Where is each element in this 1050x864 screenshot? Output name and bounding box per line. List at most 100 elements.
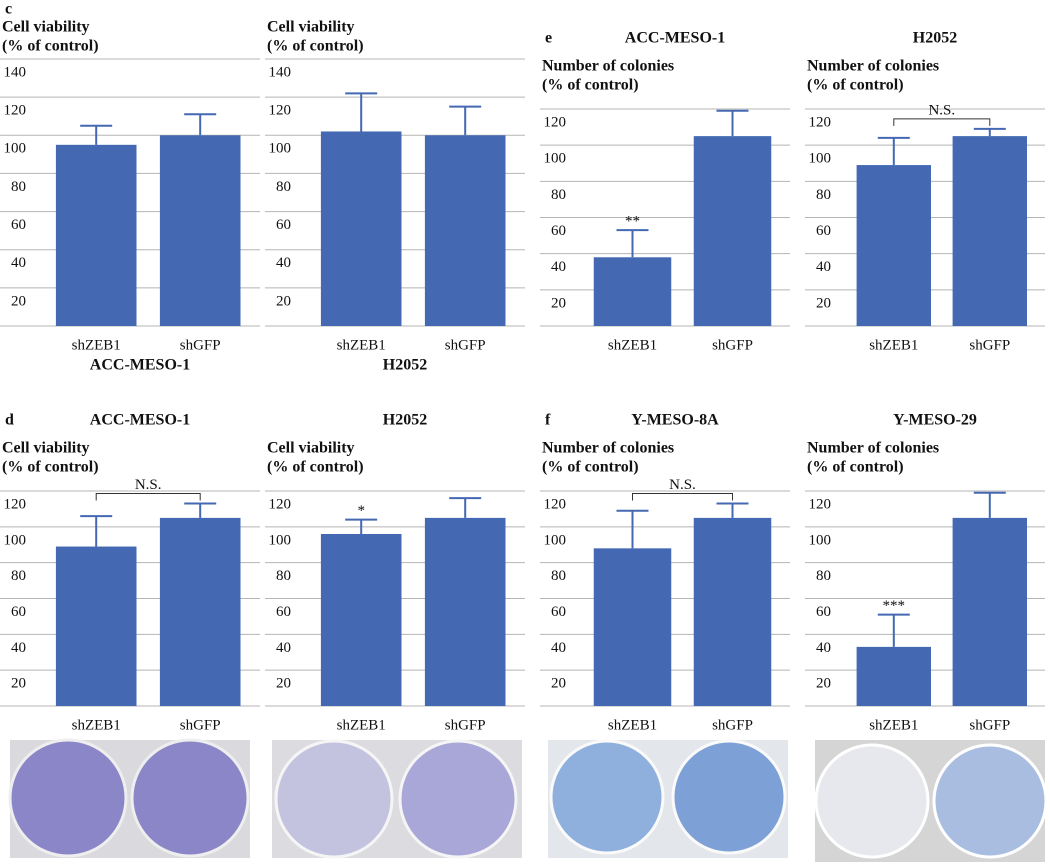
- x-tick-label: shZEB1: [72, 717, 121, 733]
- bar: [424, 135, 506, 326]
- bar: [593, 257, 672, 326]
- y-tick-label: 100: [4, 141, 27, 157]
- y-tick-label: 60: [276, 217, 291, 233]
- y-tick-label: 140: [4, 64, 27, 80]
- error-bar: [449, 497, 482, 518]
- y-tick-label: 100: [544, 151, 567, 167]
- error-bar: [877, 613, 910, 647]
- chart-title: H2052: [383, 412, 427, 429]
- bar: [320, 534, 402, 706]
- significance-bracket: [893, 118, 991, 126]
- annotation: *: [357, 503, 365, 519]
- error-bar: [716, 502, 749, 518]
- y-tick-label: 100: [269, 532, 292, 548]
- y-tick-label: 140: [269, 64, 292, 80]
- bar: [424, 517, 506, 706]
- bar: [159, 135, 241, 326]
- x-tick-label: shZEB1: [869, 717, 918, 733]
- x-tick-label: shZEB1: [337, 337, 386, 353]
- y-tick-label: 40: [276, 255, 291, 271]
- y-tick-label: 20: [276, 676, 291, 692]
- y-tick-label: 120: [809, 114, 832, 130]
- x-tick-label: shGFP: [712, 717, 753, 733]
- chart-title: ACC-MESO-1: [625, 30, 725, 47]
- annotation: **: [625, 214, 640, 230]
- bar: [693, 517, 772, 706]
- y-tick-label: 120: [544, 114, 567, 130]
- y-tick-label: 80: [276, 179, 291, 195]
- y-tick-label: 40: [11, 640, 26, 656]
- x-tick-label: shGFP: [969, 717, 1010, 733]
- x-tick-label: shGFP: [180, 717, 221, 733]
- chart-title: H2052: [913, 30, 957, 47]
- annotation: ***: [883, 598, 906, 614]
- y-tick-label: 100: [4, 532, 27, 548]
- x-tick-label: shGFP: [969, 337, 1010, 353]
- y-axis-label: (% of control): [807, 77, 904, 94]
- annotation: N.S.: [135, 477, 162, 493]
- y-axis-label: Cell viability: [2, 440, 90, 457]
- y-tick-label: 100: [809, 151, 832, 167]
- chart-title: H2052: [383, 357, 427, 374]
- y-tick-label: 80: [816, 568, 831, 584]
- bar: [952, 136, 1027, 326]
- x-tick-label: shGFP: [445, 337, 486, 353]
- colony-photos: [8, 738, 1048, 862]
- y-tick-label: 120: [269, 496, 292, 512]
- y-tick-label: 40: [11, 255, 26, 271]
- annotation: N.S.: [928, 102, 955, 118]
- x-tick-label: shZEB1: [72, 337, 121, 353]
- y-tick-label: 20: [816, 295, 831, 311]
- error-bar: [616, 229, 649, 258]
- y-tick-label: 40: [816, 259, 831, 275]
- y-tick-label: 80: [551, 187, 566, 203]
- y-axis-label: (% of control): [267, 38, 364, 55]
- y-tick-label: 60: [551, 604, 566, 620]
- y-tick-label: 20: [816, 676, 831, 692]
- error-bar: [345, 518, 378, 534]
- y-tick-label: 60: [11, 604, 26, 620]
- y-tick-label: 20: [11, 676, 26, 692]
- y-axis-label: Number of colonies: [807, 440, 939, 457]
- bar: [856, 165, 931, 326]
- error-bar: [716, 109, 749, 137]
- y-axis-label: (% of control): [542, 77, 639, 94]
- y-axis-label: Number of colonies: [807, 58, 939, 75]
- significance-bracket: [632, 493, 733, 501]
- error-bar: [184, 113, 217, 136]
- y-axis-label: (% of control): [2, 459, 99, 476]
- dish: [932, 743, 1048, 859]
- error-bar: [80, 515, 113, 547]
- x-tick-label: shGFP: [180, 337, 221, 353]
- chart-title: Y-MESO-8A: [631, 412, 719, 429]
- panel-letter: c: [5, 1, 12, 18]
- bar: [55, 546, 137, 706]
- y-tick-label: 40: [816, 640, 831, 656]
- y-tick-label: 40: [551, 259, 566, 275]
- y-tick-label: 100: [809, 532, 832, 548]
- error-bar: [80, 124, 113, 145]
- dish: [274, 739, 394, 859]
- y-tick-label: 80: [816, 187, 831, 203]
- error-bar: [449, 105, 482, 136]
- y-axis-label: Cell viability: [2, 19, 90, 36]
- annotation: N.S.: [669, 477, 696, 493]
- significance-bracket: [95, 493, 201, 501]
- y-tick-label: 60: [551, 223, 566, 239]
- y-tick-label: 20: [551, 295, 566, 311]
- y-axis-label: Cell viability: [267, 19, 355, 36]
- error-bar: [616, 509, 649, 549]
- y-axis-label: Number of colonies: [542, 58, 674, 75]
- y-axis-label: (% of control): [2, 38, 99, 55]
- error-bar: [973, 491, 1006, 518]
- y-axis-label: (% of control): [807, 459, 904, 476]
- y-axis-label: (% of control): [542, 459, 639, 476]
- error-bar: [973, 127, 1006, 137]
- y-axis-label: Cell viability: [267, 440, 355, 457]
- bar: [55, 144, 137, 326]
- bar: [159, 517, 241, 706]
- y-tick-label: 40: [551, 640, 566, 656]
- bar: [693, 136, 772, 326]
- dish: [671, 739, 787, 855]
